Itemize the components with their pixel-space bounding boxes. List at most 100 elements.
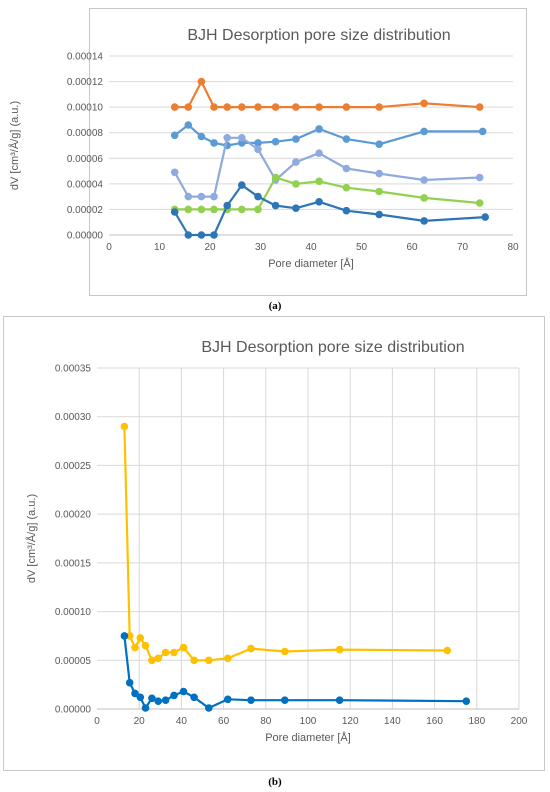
chart-a-series-2-point: [223, 134, 231, 142]
chart-b-x-tick-label: 140: [384, 716, 401, 727]
chart-a-x-tick-label: 30: [255, 242, 267, 253]
chart-a-series-2-point: [184, 192, 193, 201]
chart-a-series-2-point: [375, 169, 384, 178]
chart-b-series-1-point: [247, 696, 255, 704]
chart-a-series-0-point: [223, 103, 231, 111]
chart-a-x-tick-label: 20: [204, 242, 216, 253]
chart-b-series-1-point: [205, 704, 213, 712]
chart-a-y-tick-label: 0.00006: [67, 154, 104, 165]
chart-a-x-tick-label: 10: [154, 242, 166, 253]
chart-a-x-tick-label: 70: [457, 242, 469, 253]
chart-a-y-tick-label: 0.00000: [67, 231, 104, 242]
chart-a-series-1-point: [375, 140, 384, 148]
chart-b-x-tick-label: 160: [426, 716, 443, 727]
chart-a-series-0-point: [292, 103, 300, 111]
chart-a-series-0-point: [254, 103, 262, 111]
chart-a-series-2-point: [238, 134, 246, 142]
chart-b-y-tick-label: 0.00010: [55, 607, 92, 618]
chart-b-x-tick-label: 40: [176, 716, 188, 727]
chart-a-y-tick-label: 0.00014: [67, 52, 104, 63]
chart-b-series-0-point: [170, 648, 178, 657]
chart-b-series-0-point: [224, 654, 232, 663]
chart-b-x-axis-label: Pore diameter [Å]: [265, 731, 351, 744]
chart-a-x-tick-label: 0: [106, 242, 112, 253]
chart-b-y-tick-label: 0.00000: [55, 705, 92, 716]
chart-a-svg: BJH Desorption pore size distribution 0.0…: [8, 27, 519, 270]
chart-a-series-3-point: [420, 194, 428, 202]
chart-a-series-1-point: [254, 139, 262, 147]
chart-a-series-3-point: [375, 187, 384, 196]
chart-a-series-2-point: [420, 176, 428, 184]
chart-b-series-1-point: [161, 696, 170, 704]
chart-a-y-tick-label: 0.00002: [67, 205, 104, 216]
chart-b-series-0-line: [123, 426, 448, 662]
chart-a-series-1-point: [420, 127, 428, 136]
chart-a-series-1-point: [197, 132, 206, 141]
chart-a-series-3-point: [197, 205, 206, 214]
chart-a-series-4-point: [184, 231, 193, 239]
chart-a-series-1-point: [170, 131, 179, 140]
chart-a-series-4-point: [238, 181, 246, 189]
chart-b-series-0-point: [141, 641, 150, 650]
chart-b-y-tick-label: 0.00030: [55, 412, 92, 423]
chart-b-series-1-point: [125, 678, 134, 687]
chart-a-x-axis-label: Pore diameter [Å]: [268, 257, 354, 270]
chart-b-series-0-point: [125, 632, 134, 640]
chart-a-series-1-point: [342, 135, 351, 143]
chart-a-series-4-point: [315, 198, 323, 206]
chart-b-y-tick-label: 0.00020: [55, 510, 92, 521]
chart-a-x-tick-label: 40: [305, 242, 317, 253]
chart-a-series-0-point: [315, 103, 323, 111]
chart-a-series-0-point: [238, 103, 246, 111]
chart-b-x-tick-label: 80: [260, 716, 272, 727]
chart-a-series-1-point: [184, 121, 193, 129]
chart-a-series-0-point: [210, 103, 218, 111]
chart-b-y-tick-label: 0.00035: [55, 364, 92, 375]
chart-a-series-4-point: [375, 210, 384, 219]
chart-a-series-0-point: [271, 103, 280, 111]
chart-a-series-4-point: [292, 204, 300, 212]
chart-b-series-0-point: [205, 656, 213, 665]
chart-a-series-3-point: [271, 173, 280, 182]
chart-b: BJH Desorption pore size distribution 0.0…: [3, 316, 545, 771]
chart-b-series-0-point: [335, 645, 344, 654]
chart-a-series-0-point: [420, 99, 428, 108]
chart-b-series-1-point: [224, 695, 232, 704]
chart-a-series-3-point: [475, 199, 484, 207]
chart-b-x-tick-label: 60: [218, 716, 230, 727]
chart-a-series-1-point: [315, 125, 323, 133]
chart-a-series-2-point: [292, 158, 300, 166]
chart-b-series-0-point: [120, 422, 129, 431]
chart-b-series-0-point: [247, 644, 255, 653]
chart-a-series-1-line: [174, 123, 483, 147]
chart-b-series-1-point: [281, 696, 289, 704]
chart-a-series-4-point: [271, 201, 280, 210]
chart-a-series-1-point: [292, 135, 300, 143]
chart-a-series-4-point: [210, 231, 218, 239]
chart-b-series-0-point: [136, 634, 145, 642]
chart-b-x-tick-label: 0: [94, 716, 100, 727]
chart-b-y-tick-label: 0.00015: [55, 558, 92, 569]
chart-a-series-2-point: [315, 149, 323, 157]
chart-b-y-tick-label: 0.00025: [55, 461, 92, 472]
chart-b-x-tick-label: 180: [468, 716, 485, 727]
chart-a-y-tick-label: 0.00008: [67, 128, 104, 139]
chart-a-y-axis-label: dV [cm³/Å/g] (a.u.): [8, 101, 21, 190]
chart-b-series-1-point: [136, 693, 145, 702]
chart-a-series-3-point: [342, 183, 351, 192]
chart-b-series-0-point: [443, 646, 452, 655]
chart-a-series-1-point: [271, 137, 280, 146]
chart-a-series-4-point: [170, 208, 179, 216]
chart-b-series-0-point: [179, 643, 188, 652]
chart-a-x-tick-label: 80: [507, 242, 519, 253]
chart-a-series-4-point: [420, 217, 428, 225]
chart-b-series-1-point: [335, 696, 344, 704]
chart-a-x-tick-label: 50: [356, 242, 368, 253]
chart-b-series-1-point: [141, 704, 150, 712]
chart-a-series-3-point: [292, 180, 300, 188]
chart-b-x-tick-label: 20: [134, 716, 146, 727]
chart-a-series-0-point: [342, 103, 351, 111]
chart-a-series-3-point: [184, 205, 193, 214]
chart-a-series-4-point: [223, 201, 231, 210]
chart-a-title: BJH Desorption pore size distribution: [187, 27, 450, 44]
